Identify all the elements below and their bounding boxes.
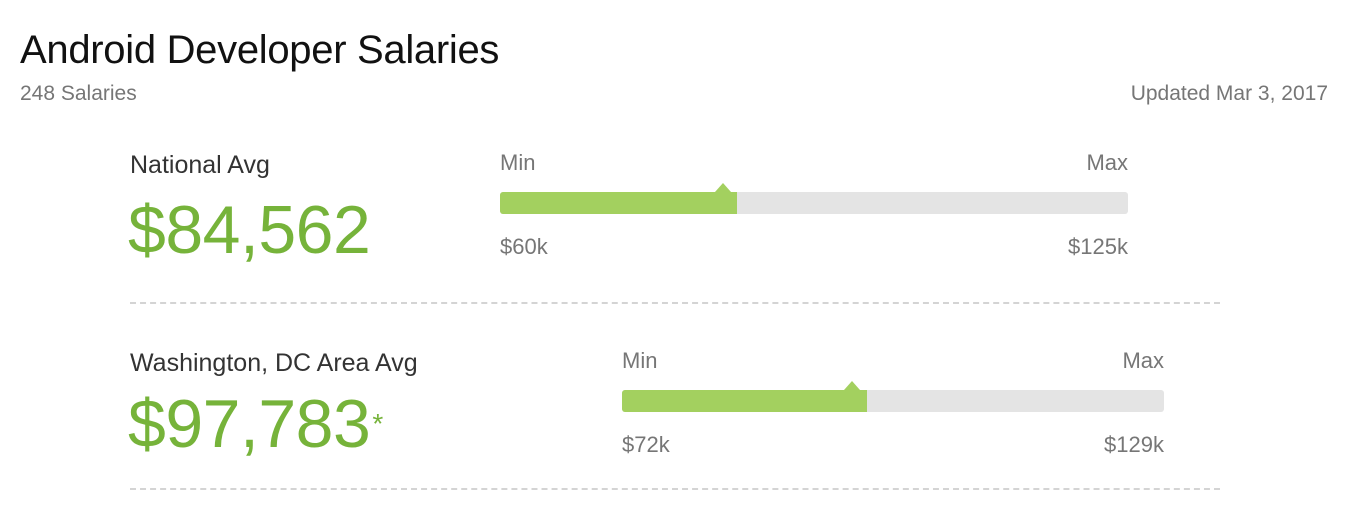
salary-amount-value: $97,783 xyxy=(128,386,371,462)
salary-asterisk: * xyxy=(372,408,383,439)
salary-amount-value: $84,562 xyxy=(128,192,371,268)
salary-amount: $97,783* xyxy=(128,384,383,464)
range-track xyxy=(500,183,1128,214)
range-max-value: $129k xyxy=(1104,432,1164,457)
range-max-label: Max xyxy=(1086,150,1128,175)
range-min-value: $72k xyxy=(622,432,670,457)
updated-date: Updated Mar 3, 2017 xyxy=(1130,82,1328,105)
range-fill xyxy=(622,390,868,412)
range-min-label: Min xyxy=(500,150,536,175)
salary-label: Washington, DC Area Avg xyxy=(130,349,418,377)
range-min-label: Min xyxy=(622,348,658,373)
salary-amount: $84,562 xyxy=(128,190,372,270)
page-title: Android Developer Salaries xyxy=(20,28,500,72)
range-track xyxy=(622,381,1164,412)
range-min-value: $60k xyxy=(500,234,548,259)
range-max-label: Max xyxy=(1122,348,1164,373)
salary-count: 248 Salaries xyxy=(20,82,137,105)
range-max-value: $125k xyxy=(1068,234,1128,259)
salary-row-washington-dc: Washington, DC Area Avg $97,783* Min Max… xyxy=(128,348,1220,490)
average-marker-icon xyxy=(715,183,732,192)
range-fill xyxy=(500,192,738,214)
salary-row-national: National Avg $84,562 Min Max $60k $125k xyxy=(128,150,1220,304)
salary-label: National Avg xyxy=(130,151,270,179)
average-marker-icon xyxy=(844,381,861,390)
